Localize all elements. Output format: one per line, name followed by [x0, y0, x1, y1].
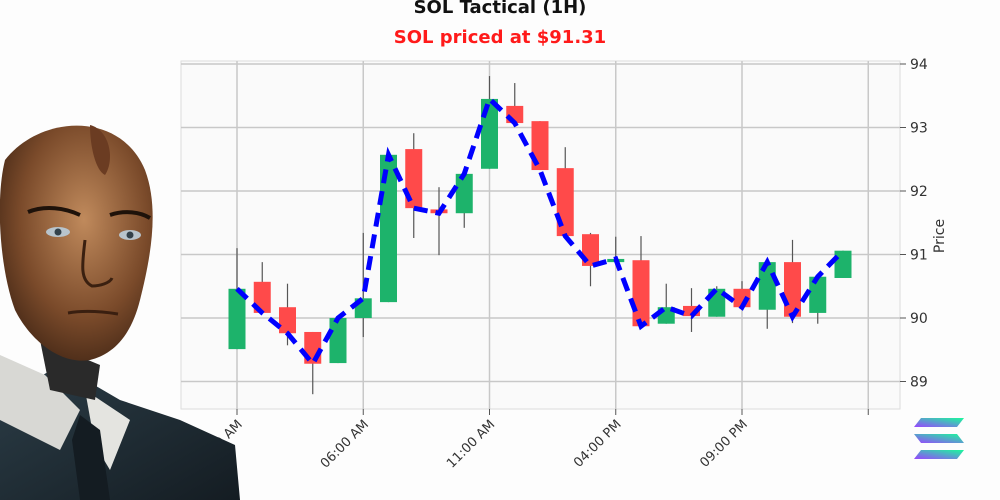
candle — [455, 173, 473, 228]
ai-trader-portrait — [0, 125, 240, 500]
x-tick-label: 04:00 PM — [571, 417, 624, 470]
y-axis: 89 90 91 92 93 94 — [900, 57, 928, 391]
candle — [329, 318, 347, 364]
x-tick-label: 09:00 PM — [697, 417, 750, 470]
y-tick-label: 94 — [910, 57, 928, 73]
trend-line — [235, 94, 845, 369]
y-tick-label: 90 — [910, 311, 928, 327]
candle — [253, 262, 271, 313]
y-tick-label: 89 — [910, 375, 928, 391]
candle — [809, 276, 827, 324]
x-tick-label: 06:00 AM — [318, 417, 372, 471]
x-tick-label: 11:00 AM — [444, 417, 498, 471]
y-tick-label: 92 — [910, 184, 928, 200]
y-tick-label: 91 — [910, 248, 928, 264]
price-subtitle: SOL priced at $91.31 — [393, 27, 607, 48]
y-axis-label: Price — [932, 219, 948, 253]
solana-logo-icon — [914, 418, 964, 459]
candle — [834, 250, 852, 278]
candle — [683, 288, 700, 332]
candle — [228, 248, 246, 350]
candles — [228, 76, 852, 395]
chart-title: SOL Tactical (1H) — [413, 0, 587, 18]
plot-area — [180, 60, 901, 410]
grid-lines — [181, 61, 900, 409]
y-tick-label: 93 — [910, 121, 928, 137]
